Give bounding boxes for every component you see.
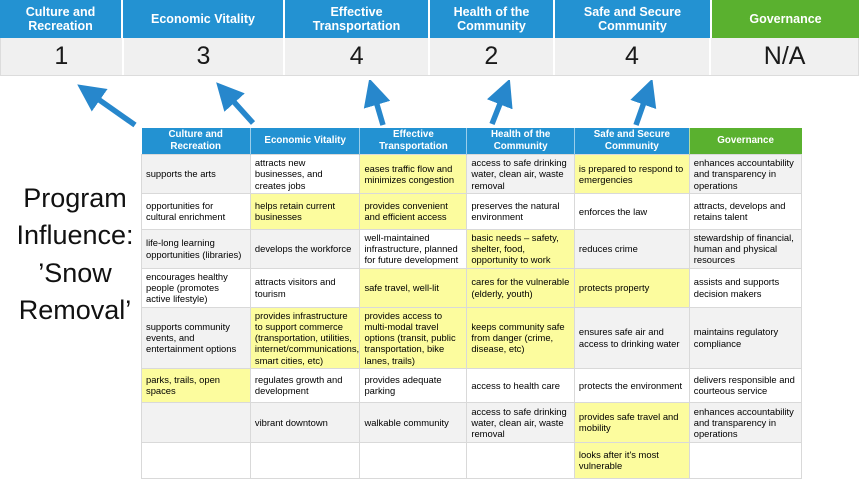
- matrix-cell-cares-for-the-vulnerable-elderly-youth: cares for the vulnerable (elderly, youth…: [466, 267, 575, 308]
- matrix-cell-empty: [466, 441, 575, 479]
- scoreboard-score-governance: N/A: [711, 38, 858, 75]
- scoreboard-score-economic-vitality: 3: [123, 38, 286, 75]
- scoreboard-score-health-of-the-community: 2: [429, 38, 555, 75]
- matrix-cell-ensures-safe-air-and-access-to-drinking-water: ensures safe air and access to drinking …: [573, 306, 690, 369]
- matrix-cell-access-to-health-care: access to health care: [466, 367, 575, 403]
- matrix-row-5: supports community events, and entertain…: [141, 306, 803, 369]
- matrix-row-3: life-long learning opportunities (librar…: [141, 228, 803, 269]
- matrix-header-effective-transportation: Effective Transportation: [359, 128, 467, 155]
- arrow-safe-and-secure-community: [630, 80, 657, 126]
- matrix-cell-access-to-safe-drinking-water-clean-air-waste-removal: access to safe drinking water, clean air…: [466, 401, 575, 443]
- matrix-header-safe-and-secure-community: Safe and Secure Community: [573, 128, 690, 155]
- arrow-health-of-the-community: [486, 80, 513, 126]
- matrix-row-4: encourages healthy people (promotes acti…: [141, 267, 803, 308]
- matrix-cell-eases-traffic-flow-and-minimizes-congestion: eases traffic flow and minimizes congest…: [359, 154, 468, 194]
- influence-arrows: [77, 80, 657, 128]
- matrix-cell-helps-retain-current-businesses: helps retain current businesses: [249, 192, 361, 230]
- matrix-cell-life-long-learning-opportunities-libraries: life-long learning opportunities (librar…: [141, 228, 251, 269]
- matrix-cell-provides-convenient-and-efficient-access: provides convenient and efficient access: [359, 192, 468, 230]
- program-influence-title: Program Influence: ’Snow Removal’: [0, 180, 150, 329]
- matrix-cell-vibrant-downtown: vibrant downtown: [249, 401, 361, 443]
- matrix-cell-supports-the-arts: supports the arts: [141, 154, 251, 194]
- matrix-header-governance: Governance: [688, 128, 802, 155]
- matrix-cell-access-to-safe-drinking-water-clean-air-waste-removal: access to safe drinking water, clean air…: [466, 154, 575, 194]
- matrix-cell-protects-property: protects property: [573, 267, 690, 308]
- matrix-cell-empty: [141, 441, 251, 479]
- arrow-effective-transportation: [363, 80, 391, 126]
- matrix-cell-enhances-accountability-and-transparency-in-operations: enhances accountability and transparency…: [688, 401, 803, 443]
- matrix-cell-empty: [249, 441, 361, 479]
- matrix-cell-well-maintained-infrastructure-planned-for-future-development: well-maintained infrastructure, planned …: [359, 228, 468, 269]
- matrix-row-6: parks, trails, open spaces regulates grow…: [141, 367, 803, 403]
- matrix-cell-provides-safe-travel-and-mobility: provides safe travel and mobility: [573, 401, 690, 443]
- influence-matrix: Culture and Recreation Economic Vitality E…: [141, 128, 803, 479]
- matrix-cell-empty: [688, 441, 803, 479]
- matrix-cell-walkable-community: walkable community: [359, 401, 468, 443]
- matrix-header-culture-and-recreation: Culture and Recreation: [141, 128, 251, 155]
- matrix-cell-provides-infrastructure-to-support-commerce-transportation-utilities-internet-communications-smart-cities-etc: provides infrastructure to support comme…: [249, 306, 361, 369]
- scoreboard-header-effective-transportation: Effective Transportation: [285, 0, 430, 38]
- matrix-row-1: supports the arts attracts new businesses…: [141, 154, 803, 194]
- scoreboard-score-effective-transportation: 4: [285, 38, 430, 75]
- matrix-cell-protects-the-environment: protects the environment: [573, 367, 690, 403]
- scoreboard-score-safe-and-secure-community: 4: [554, 38, 712, 75]
- matrix-cell-reduces-crime: reduces crime: [573, 228, 690, 269]
- matrix-cell-preserves-the-natural-environment: preserves the natural environment: [466, 192, 575, 230]
- matrix-cell-regulates-growth-and-development: regulates growth and development: [249, 367, 361, 403]
- matrix-cell-enforces-the-law: enforces the law: [573, 192, 690, 230]
- matrix-cell-provides-adequate-parking: provides adequate parking: [359, 367, 468, 403]
- matrix-row-8: looks after it's most vulnerable: [141, 441, 803, 479]
- matrix-row-7: vibrant downtown walkable community access…: [141, 401, 803, 443]
- arrow-economic-vitality: [216, 82, 256, 125]
- matrix-cell-empty: [359, 441, 468, 479]
- matrix-body: supports the arts attracts new businesses…: [141, 154, 803, 479]
- matrix-cell-is-prepared-to-respond-to-emergencies: is prepared to respond to emergencies: [573, 154, 690, 194]
- title-line: Program: [23, 183, 127, 213]
- matrix-cell-basic-needs-safety-shelter-food-opportunity-to-work: basic needs – safety, shelter, food, opp…: [466, 228, 575, 269]
- scoreboard-score-culture-and-recreation: 1: [1, 38, 124, 75]
- scoreboard-header-health-of-the-community: Health of the Community: [430, 0, 555, 38]
- matrix-cell-keeps-community-safe-from-danger-crime-disease-etc: keeps community safe from danger (crime,…: [466, 306, 575, 369]
- matrix-cell-attracts-new-businesses-and-creates-jobs: attracts new businesses, and creates job…: [249, 154, 361, 194]
- scoreboard-score-row: 1 3 4 2 4 N/A: [0, 38, 859, 76]
- matrix-cell-attracts-develops-and-retains-talent: attracts, develops and retains talent: [688, 192, 803, 230]
- matrix-header-health-of-the-community: Health of the Community: [466, 128, 575, 155]
- title-line: ’Snow: [38, 257, 112, 288]
- title-line: Influence:: [16, 220, 134, 251]
- scoreboard: Culture and Recreation Economic Vitality E…: [0, 0, 859, 76]
- scoreboard-header-row: Culture and Recreation Economic Vitality E…: [0, 0, 859, 38]
- scoreboard-header-safe-and-secure-community: Safe and Secure Community: [555, 0, 712, 38]
- matrix-cell-enhances-accountability-and-transparency-in-operations: enhances accountability and transparency…: [688, 154, 803, 194]
- matrix-cell-delivers-responsible-and-courteous-service: delivers responsible and courteous servi…: [688, 367, 803, 403]
- matrix-cell-opportunities-for-cultural-enrichment: opportunities for cultural enrichment: [141, 192, 251, 230]
- matrix-cell-supports-community-events-and-entertainment-options: supports community events, and entertain…: [141, 306, 251, 369]
- matrix-cell-stewardship-of-financial-human-and-physical-resources: stewardship of financial, human and phys…: [688, 228, 803, 269]
- matrix-cell-safe-travel-well-lit: safe travel, well-lit: [359, 267, 468, 308]
- matrix-cell-looks-after-it-s-most-vulnerable: looks after it's most vulnerable: [573, 441, 690, 479]
- matrix-cell-parks-trails-open-spaces: parks, trails, open spaces: [141, 367, 251, 403]
- matrix-row-2: opportunities for cultural enrichment hel…: [141, 192, 803, 230]
- arrow-culture-and-recreation: [77, 84, 137, 128]
- matrix-cell-maintains-regulatory-compliance: maintains regulatory compliance: [688, 306, 803, 369]
- matrix-cell-attracts-visitors-and-tourism: attracts visitors and tourism: [249, 267, 361, 308]
- matrix-cell-provides-access-to-multi-modal-travel-options-transit-public-transportation-bike-lanes-trails: provides access to multi-modal travel op…: [359, 306, 468, 369]
- matrix-cell-encourages-healthy-people-promotes-active-lifestyle: encourages healthy people (promotes acti…: [141, 267, 251, 308]
- matrix-cell-develops-the-workforce: develops the workforce: [249, 228, 361, 269]
- scoreboard-header-governance: Governance: [712, 0, 859, 38]
- scoreboard-header-economic-vitality: Economic Vitality: [123, 0, 285, 38]
- title-line: Removal’: [18, 294, 132, 325]
- matrix-cell-empty: [141, 401, 251, 443]
- matrix-header-row: Culture and Recreation Economic Vitality E…: [141, 128, 802, 155]
- scoreboard-header-culture-and-recreation: Culture and Recreation: [0, 0, 123, 38]
- matrix-header-economic-vitality: Economic Vitality: [249, 128, 360, 155]
- matrix-cell-assists-and-supports-decision-makers: assists and supports decision makers: [688, 267, 803, 308]
